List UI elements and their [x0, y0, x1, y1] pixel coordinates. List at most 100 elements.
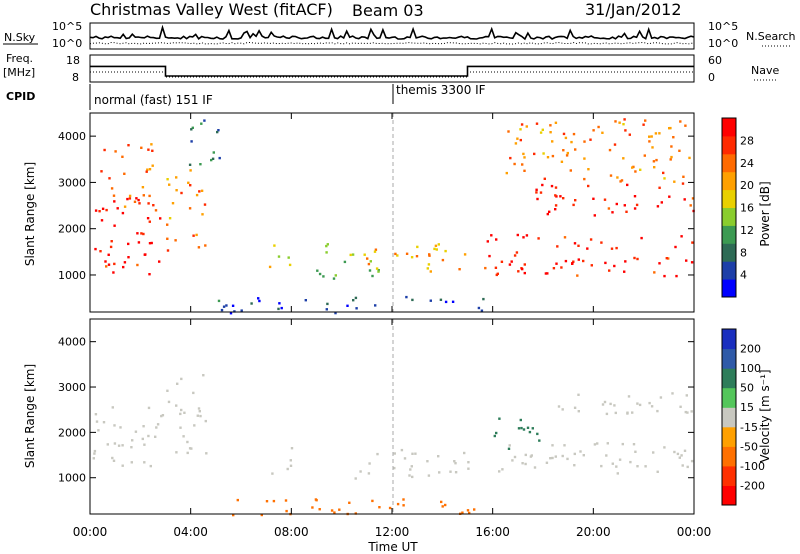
power-cell: [554, 204, 558, 207]
velocity-cell: [437, 455, 440, 458]
power-cell: [505, 171, 508, 175]
power-cell: [488, 254, 491, 258]
power-cell: [143, 253, 146, 256]
power-cell: [572, 203, 575, 207]
power-cell: [444, 249, 447, 253]
power-cell: [127, 144, 130, 147]
power-cell: [616, 176, 619, 179]
power-colorbar-swatch: [722, 225, 736, 244]
power-cell: [187, 181, 190, 184]
velocity-cell: [663, 446, 666, 449]
power-cell: [428, 254, 431, 257]
velocity-cell: [102, 421, 106, 424]
velocity-cell: [154, 435, 157, 438]
velocity-cell: [186, 451, 189, 455]
power-cell: [556, 245, 559, 248]
velocity-cell: [634, 450, 637, 453]
velocity-colorbar-tick: 15: [740, 401, 754, 414]
power-cell: [516, 137, 519, 140]
power-cell: [574, 199, 577, 202]
power-cell: [626, 183, 629, 187]
velocity-cell: [686, 411, 689, 414]
power-cell: [189, 169, 192, 172]
velocity-cell: [272, 499, 276, 503]
velocity-cell: [368, 462, 371, 465]
power-cell: [222, 305, 226, 308]
power-cell: [105, 208, 108, 212]
velocity-cell: [579, 450, 582, 453]
power-cell: [211, 157, 215, 160]
power-cell: [555, 262, 558, 265]
power-cell: [523, 169, 526, 172]
velocity-cell: [551, 444, 554, 447]
velocity-cell: [400, 448, 404, 452]
velocity-cell: [613, 404, 616, 407]
power-colorbar-tick: 8: [740, 246, 747, 259]
power-cell: [495, 238, 498, 241]
power-cell: [537, 237, 540, 240]
velocity-cell: [410, 465, 413, 468]
power-cell: [477, 306, 481, 310]
power-cell: [486, 240, 489, 243]
velocity-cell: [685, 394, 688, 397]
frequency-panel: Freq. [MHz] 18 8 60 0 Nave: [3, 52, 779, 84]
power-cell: [660, 201, 663, 204]
nave-series-line: [90, 71, 694, 78]
power-cell: [672, 136, 675, 139]
power-cell: [109, 245, 113, 249]
velocity-cell: [106, 443, 109, 446]
velocity-cell: [519, 418, 522, 422]
velocity-cell: [113, 424, 116, 427]
power-cell: [147, 148, 150, 151]
power-cell: [278, 302, 281, 305]
power-cell: [589, 138, 592, 141]
power-cell: [394, 252, 397, 256]
power-cell: [682, 175, 685, 178]
power-cell: [396, 254, 399, 257]
power-cell: [216, 130, 219, 134]
velocity-cell: [131, 439, 134, 442]
power-cell: [608, 269, 611, 272]
power-cell: [496, 272, 499, 275]
power-cell: [137, 198, 140, 202]
power-cell: [589, 238, 593, 241]
power-panel: 1000 2000 3000 4000 Slant Range [km] 4 8 12 16…: [23, 112, 772, 315]
power-cell: [146, 168, 149, 171]
date-title: 31/Jan/2012: [585, 0, 682, 19]
power-cell: [620, 179, 624, 182]
velocity-cell: [511, 459, 514, 462]
power-cell: [171, 202, 175, 205]
power-cell: [121, 211, 125, 215]
velocity-cell: [605, 412, 609, 416]
power-colorbar-swatch: [722, 243, 736, 262]
velocity-cell: [536, 432, 539, 436]
velocity-cell: [517, 427, 521, 430]
nsearch-series-line: [89, 41, 695, 45]
power-cell: [608, 148, 612, 152]
velocity-cell: [600, 464, 603, 468]
power-cell: [145, 170, 148, 173]
power-cell: [552, 267, 556, 270]
power-cell: [137, 241, 141, 244]
power-cell: [332, 277, 336, 280]
power-cell: [613, 143, 617, 146]
power-colorbar-frame: [721, 117, 737, 298]
velocity-cell: [524, 453, 527, 457]
velocity-cell: [676, 452, 680, 456]
velocity-cell: [526, 426, 530, 429]
power-cell: [565, 154, 569, 157]
power-colorbar-swatch: [722, 171, 736, 191]
velocity-cell: [179, 426, 182, 429]
power-cell: [536, 197, 539, 201]
power-cell: [212, 151, 215, 154]
power-cell: [548, 210, 551, 213]
power-cell: [670, 155, 673, 159]
power-cell: [643, 154, 646, 157]
velocity-cell: [461, 511, 464, 514]
power-cell: [516, 233, 519, 237]
power-cell: [564, 259, 568, 263]
power-cell: [104, 260, 107, 263]
power-cell: [633, 207, 637, 210]
power-cell: [200, 189, 204, 192]
